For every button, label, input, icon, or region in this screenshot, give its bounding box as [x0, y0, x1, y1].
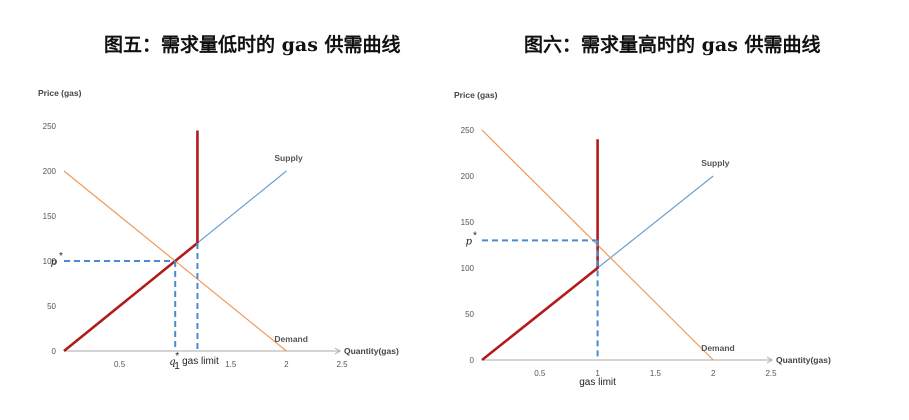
- left-x-tick-2: 2: [284, 360, 289, 369]
- right-y-tick-1: 50: [465, 310, 474, 319]
- right-x-tick-1: 1: [595, 369, 600, 378]
- left-x-tick-3: 2.5: [336, 360, 348, 369]
- left-q-star-subscript: 1: [174, 361, 180, 372]
- left-x-tick-0: 0.5: [114, 360, 126, 369]
- left-y-tick-5: 250: [43, 122, 57, 131]
- right-p-star-label: p: [466, 236, 473, 247]
- left-p-star-label: p: [51, 257, 58, 268]
- right-supply-label: Supply: [701, 158, 730, 168]
- left-y-tick-0: 0: [52, 347, 57, 356]
- right-y-tick-0: 0: [470, 356, 475, 365]
- left-supply-label: Supply: [274, 153, 303, 163]
- right-y-tick-2: 100: [461, 264, 475, 273]
- right-x-axis-arrow: [766, 356, 773, 364]
- left-y-tick-2: 100: [43, 257, 57, 266]
- left-y-tick-4: 200: [43, 167, 57, 176]
- right-y-tick-4: 200: [461, 172, 475, 181]
- right-demand-label: Demand: [701, 343, 735, 353]
- left-x-axis-arrow: [334, 347, 341, 355]
- left-y-axis-label: Price (gas): [38, 88, 82, 98]
- right-y-tick-3: 150: [461, 218, 475, 227]
- right-y-axis-label: Price (gas): [454, 90, 498, 100]
- left-gas-limit-label: gas limit: [182, 356, 219, 367]
- left-x-axis-label: Quantity(gas): [344, 346, 399, 356]
- left-q-star-superscript: *: [175, 351, 179, 362]
- left-q-star-label: q: [169, 357, 175, 368]
- left-demand-label: Demand: [274, 334, 308, 344]
- right-x-axis-label: Quantity(gas): [776, 355, 831, 365]
- right-x-tick-0: 0.5: [534, 369, 546, 378]
- right-p-star-superscript: *: [473, 230, 477, 241]
- left-y-tick-3: 150: [43, 212, 57, 221]
- right-x-tick-2: 1.5: [650, 369, 662, 378]
- right-x-tick-4: 2.5: [765, 369, 777, 378]
- right-y-tick-5: 250: [461, 126, 475, 135]
- chart-title-right: 图六：需求量高时的 gas 供需曲线: [524, 34, 821, 56]
- right-gas-limit-supply-line: [481, 139, 599, 362]
- left-p-star-superscript: *: [59, 251, 63, 262]
- right-gas-limit-label: gas limit: [579, 377, 616, 388]
- right-x-tick-3: 2: [711, 369, 716, 378]
- chart-title-left: 图五：需求量低时的 gas 供需曲线: [104, 34, 401, 56]
- left-x-tick-1: 1.5: [225, 360, 237, 369]
- left-y-tick-1: 50: [47, 302, 56, 311]
